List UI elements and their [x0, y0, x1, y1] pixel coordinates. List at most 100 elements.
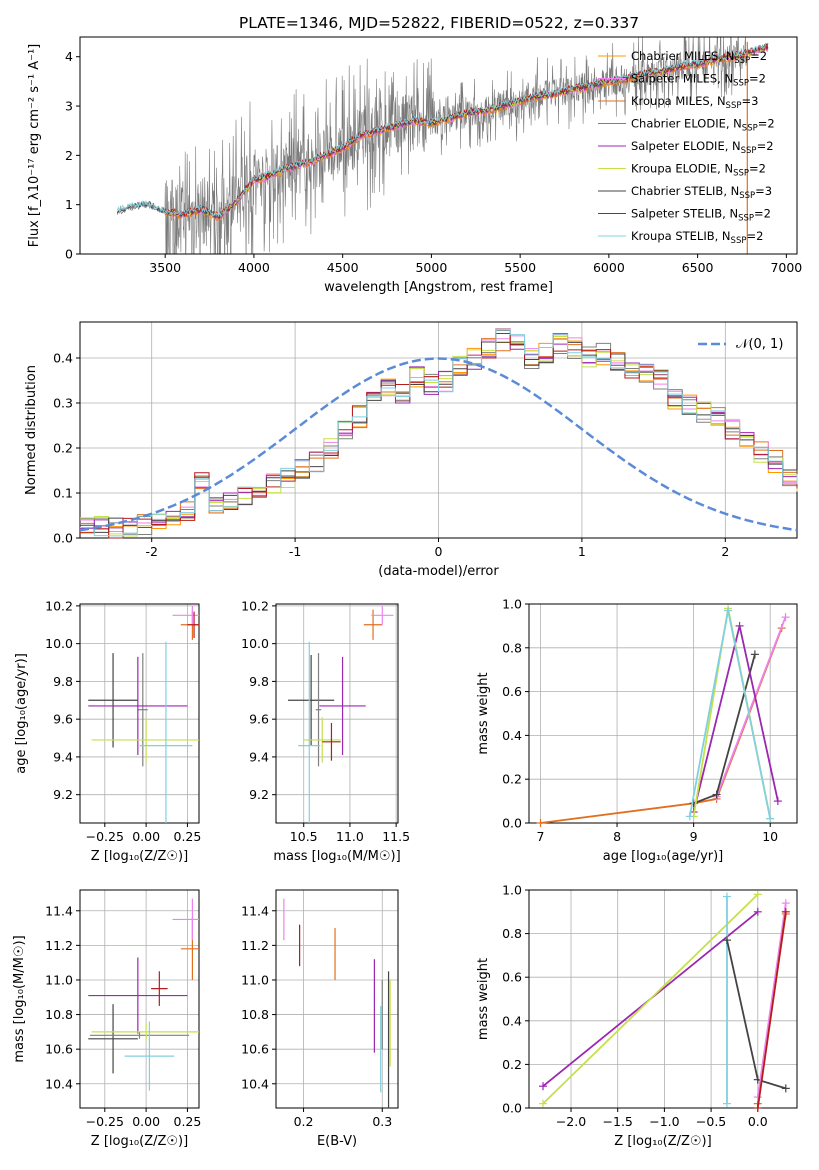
y-tick-label: 9.2	[249, 787, 269, 802]
legend-label: Salpeter STELIB, NSSP=2	[631, 207, 771, 224]
legend-subscript: SSP	[742, 124, 758, 134]
model-line-8	[116, 42, 769, 218]
legend-label: Salpeter ELODIE, NSSP=2	[631, 139, 774, 156]
x-axis-label: Z [log₁₀(Z/Z☉)]	[91, 1134, 188, 1149]
model-line-7	[165, 42, 769, 219]
plot-panels: 3500 4000 4500 5000 5500 6000 6500 7000 0 1 2 3 4 wav…	[12, 36, 802, 1149]
legend-subscript: SSP	[733, 169, 749, 179]
legend-subscript: SSP	[741, 146, 757, 156]
x-tick-label: -2	[145, 544, 157, 559]
y-tick-label: 9.8	[249, 674, 269, 689]
y-tick-label: 0.0	[502, 1101, 522, 1116]
legend-count: =2	[757, 139, 774, 153]
legend-subscript: SSP	[733, 79, 749, 89]
x-axis-label: mass [log₁₀(M/M☉)]	[273, 849, 400, 864]
y-tick-label: 0.6	[502, 970, 522, 985]
age-vs-mass-axes: 10.5 11.0 11.5 9.2 9.4 9.6 9.8 10.0 10.2 mass [lo…	[241, 598, 410, 864]
axes-frame	[275, 889, 399, 1109]
x-axis-label: wavelength [Angstrom, rest frame]	[324, 280, 553, 295]
residuals-plot-area: 𝒩(0, 1)	[79, 328, 798, 539]
axes-frame	[79, 889, 200, 1109]
y-tick-label: 9.4	[249, 749, 269, 764]
legend-label: Chabrier STELIB, NSSP=3	[631, 184, 772, 201]
axes-frame	[528, 889, 798, 1109]
y-tick-label: 2	[65, 148, 73, 163]
x-tick-label: 0.0	[748, 1114, 768, 1129]
x-tick-label: 1	[578, 544, 586, 559]
normal-legend-label: 𝒩(0, 1)	[736, 337, 783, 352]
x-tick-label: 11.0	[336, 829, 364, 844]
x-axis-label: E(B-V)	[317, 1134, 357, 1149]
x-tick-label: 3500	[149, 260, 181, 275]
y-tick-label: 0	[65, 247, 73, 262]
x-tick-label: −1.5	[603, 1114, 633, 1129]
x-tick-label: 10.5	[290, 829, 318, 844]
x-tick-label: 5000	[415, 260, 447, 275]
y-tick-label: 11.4	[45, 903, 73, 918]
legend-count: =3	[741, 94, 758, 108]
y-tick-label: 10.2	[45, 598, 73, 613]
legend-subscript: SSP	[738, 214, 754, 224]
y-tick-label: 0.4	[502, 728, 522, 743]
y-tick-label: 11.0	[241, 972, 269, 987]
spectrum-legend: Chabrier MILES, NSSP=2 Salpeter MILES, NS…	[598, 49, 775, 246]
y-tick-label: 10.2	[241, 598, 269, 613]
y-tick-label: 0.6	[502, 684, 522, 699]
age-vs-Z-axes: −0.25 0.00 0.25 9.2 9.4 9.6 9.8 10.0 10.2 Z [log₁…	[14, 598, 201, 864]
axes-frame	[275, 603, 399, 824]
legend-count: =2	[750, 49, 767, 63]
x-tick-label: 2	[721, 544, 729, 559]
x-tick-label: 6500	[682, 260, 714, 275]
x-tick-label: 0.2	[294, 1114, 314, 1129]
x-tick-label: 8	[613, 829, 621, 844]
y-axis-label: Normed distribution	[24, 365, 39, 495]
legend-count: =2	[749, 162, 766, 176]
y-tick-label: 9.6	[53, 712, 73, 727]
x-tick-label: 11.5	[382, 829, 410, 844]
x-tick-label: 0.25	[174, 1114, 202, 1129]
x-tick-label: 10	[762, 829, 778, 844]
x-tick-label: −2.0	[556, 1114, 586, 1129]
y-tick-label: 9.4	[53, 749, 73, 764]
x-axis-label: Z [log₁₀(Z/Z☉)]	[91, 849, 188, 864]
age-vs-mass-plot-area	[288, 605, 394, 823]
legend-count: =2	[758, 117, 775, 131]
x-tick-label: 0.3	[372, 1114, 392, 1129]
spectrum-plot-area	[116, 37, 769, 254]
x-tick-label: −0.25	[86, 829, 124, 844]
y-axis-label: mass weight	[476, 958, 491, 1040]
y-tick-label: 0.2	[502, 772, 522, 787]
legend-count: =2	[749, 72, 766, 86]
legend-subscript: SSP	[734, 56, 750, 66]
y-tick-label: 4	[65, 49, 73, 64]
x-tick-label: −0.5	[696, 1114, 726, 1129]
legend-subscript: SSP	[726, 101, 742, 111]
x-tick-label: 0.00	[132, 829, 160, 844]
mass-vs-EBV-plot-area	[283, 898, 391, 1108]
x-tick-label: 4500	[327, 260, 359, 275]
x-tick-label: 7	[537, 829, 545, 844]
legend-subscript: SSP	[731, 236, 747, 246]
x-tick-label: 5500	[504, 260, 536, 275]
y-tick-label: 1	[65, 197, 73, 212]
x-tick-label: 0	[435, 544, 443, 559]
y-tick-label: 11.2	[45, 938, 73, 953]
observed-spectrum-line	[117, 37, 748, 254]
x-axis-label: (data-model)/error	[378, 564, 499, 579]
weight-vs-Z-plot-area	[539, 890, 790, 1112]
legend-count: =2	[746, 229, 763, 243]
legend-label: Chabrier MILES, NSSP=2	[631, 49, 767, 66]
weight-line-1	[715, 616, 787, 798]
x-axis-label: Z [log₁₀(Z/Z☉)]	[614, 1134, 711, 1149]
y-tick-label: 0.2	[502, 1057, 522, 1072]
mass-vs-Z-plot-area	[88, 898, 199, 1091]
y-tick-label: 9.2	[53, 787, 73, 802]
y-tick-label: 9.8	[53, 674, 73, 689]
legend-subscript: SSP	[739, 191, 755, 201]
weight-vs-age-plot-area	[536, 604, 790, 827]
histogram-series-8	[80, 329, 798, 537]
y-tick-label: 0.4	[502, 1013, 522, 1028]
y-tick-label: 11.4	[241, 903, 269, 918]
weight-vs-Z-axes: −2.0 −1.5 −1.0 −0.5 0.0 0.0 0.2 0.4 0.6 0.8 1.0 Z […	[476, 883, 798, 1149]
weight-vs-age-axes: 7 8 9 10 0.0 0.2 0.4 0.6 0.8 1.0 age [log₁₀(age/yr…	[476, 597, 798, 864]
